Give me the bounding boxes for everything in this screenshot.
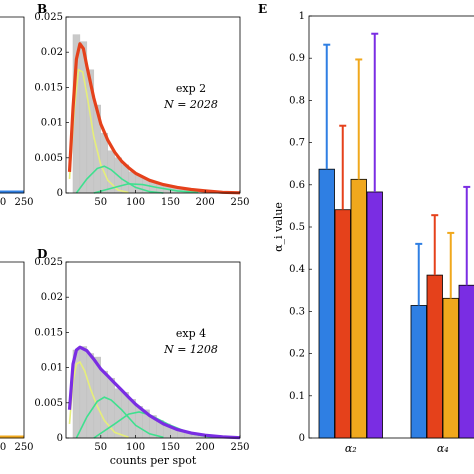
- y-tick-label: 0.015: [34, 82, 63, 93]
- y-tick-label: 0.025: [34, 12, 63, 23]
- y-tick-label: 0: [57, 188, 63, 199]
- bar-blue-2: [410, 305, 427, 439]
- y-tick-label: 0.01: [41, 118, 63, 129]
- category-label: α₄: [437, 442, 449, 455]
- axes-box: [0, 261, 25, 439]
- y-tick-label: 0.7: [289, 138, 305, 149]
- y-tick-label: 0: [299, 433, 305, 444]
- y-tick-label: 0.5: [289, 222, 305, 233]
- y-tick-label: 0: [57, 433, 63, 444]
- y-tick-label: 0.02: [41, 47, 63, 58]
- x-tick-label: 0: [0, 442, 6, 453]
- x-tick-label: 150: [161, 442, 180, 453]
- component-curve-1: [68, 360, 129, 439]
- x-tick-label: 250: [14, 442, 33, 453]
- panel-E: 0 0.1 0.2 0.3 0.4 0.5 0.6 0.7 0.8 0.9 1 α_i value α₂…: [272, 11, 474, 455]
- x-axis-label: counts per spot: [110, 454, 197, 467]
- bar-purple-1: [366, 191, 383, 439]
- x-tick-label: 0: [0, 197, 6, 208]
- x-tick-label: 250: [230, 197, 249, 208]
- y-tick-label: 0.4: [289, 264, 305, 275]
- experiment-label: exp 4: [176, 327, 206, 340]
- panel-left-top: 0 250: [0, 16, 34, 208]
- x-tick-label: 150: [161, 197, 180, 208]
- panel-D: 0 0.005 0.01 0.015 0.02 0.025 50 100 150 200 250 ex…: [34, 257, 249, 467]
- fit-total-curve: [67, 42, 241, 195]
- y-tick-label: 0.025: [34, 257, 63, 268]
- histogram-bar: [114, 388, 122, 439]
- panel-B: 0 0.005 0.01 0.015 0.02 0.025 50 100 150 200 250 ex…: [34, 12, 249, 208]
- fit-total-curve: [67, 345, 241, 440]
- sample-size-label: N = 1208: [163, 343, 218, 356]
- panel-label-B: B: [37, 2, 47, 16]
- x-tick-label: 50: [94, 442, 107, 453]
- y-tick-label: 0.9: [289, 53, 305, 64]
- histogram-bar: [100, 370, 108, 439]
- bar-orange-2: [442, 297, 459, 439]
- component-curve-1: [68, 68, 129, 194]
- x-tick-label: 100: [126, 197, 145, 208]
- x-tick-label: 200: [196, 442, 215, 453]
- component-curve-2: [75, 396, 164, 439]
- category-label: α₂: [345, 442, 357, 455]
- bar-red-1: [334, 209, 351, 439]
- y-tick-label: 0.8: [289, 95, 305, 106]
- bar-blue-1: [318, 168, 335, 439]
- bar-purple-2: [458, 284, 474, 439]
- y-tick-label: 0.2: [289, 349, 305, 360]
- y-tick-label: 0.3: [289, 306, 305, 317]
- y-tick-label: 0.01: [41, 363, 63, 374]
- x-tick-label: 100: [126, 442, 145, 453]
- y-tick-label: 0.02: [41, 292, 63, 303]
- y-tick-label: 0.6: [289, 180, 305, 191]
- histogram-bar: [128, 171, 136, 194]
- x-tick-label: 50: [94, 197, 107, 208]
- bar-orange-1: [350, 178, 367, 439]
- y-axis-label: α_i value: [272, 202, 285, 252]
- histogram-bar: [135, 406, 143, 439]
- y-tick-label: 0.005: [34, 153, 63, 164]
- component-curve-3: [93, 182, 199, 194]
- y-tick-label: 0.015: [34, 327, 63, 338]
- y-tick-label: 0.005: [34, 398, 63, 409]
- experiment-label: exp 2: [176, 82, 206, 95]
- x-tick-label: 250: [230, 442, 249, 453]
- panel-left-bottom: 0 250: [0, 261, 34, 453]
- y-tick-label: 0.1: [289, 391, 305, 402]
- histogram-bar: [100, 132, 108, 194]
- component-curve-2: [75, 165, 164, 194]
- axes-box: [65, 16, 241, 194]
- bar-red-2: [426, 274, 443, 439]
- sample-size-label: N = 2028: [163, 98, 218, 111]
- axes-box: [65, 261, 241, 439]
- axes-box: [0, 16, 25, 194]
- x-tick-label: 250: [14, 197, 33, 208]
- panel-label-E: E: [258, 2, 267, 16]
- y-tick-label: 1: [299, 11, 305, 22]
- panel-label-D: D: [37, 247, 47, 261]
- x-tick-label: 200: [196, 197, 215, 208]
